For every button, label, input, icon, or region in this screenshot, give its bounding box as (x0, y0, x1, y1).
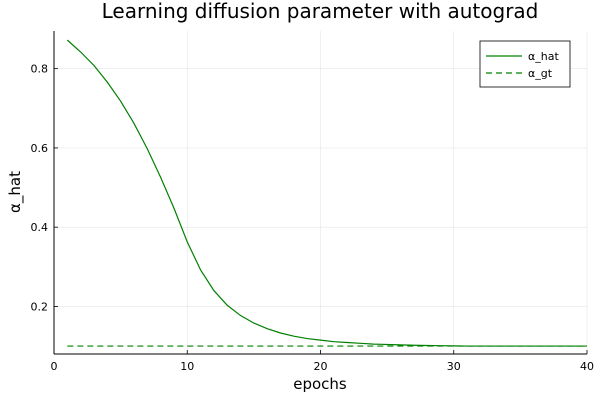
y-axis-label: α_hat (6, 171, 25, 213)
y-tick-label: 0.2 (31, 300, 49, 313)
x-tick-label: 0 (51, 360, 58, 373)
x-tick-label: 20 (314, 360, 328, 373)
x-tick-label: 40 (580, 360, 594, 373)
x-tick-label: 10 (180, 360, 194, 373)
y-axis-ticks: 0.2 0.4 0.6 0.8 (31, 63, 58, 313)
chart-title: Learning diffusion parameter with autogr… (102, 0, 539, 23)
y-tick-label: 0.8 (31, 63, 49, 76)
x-axis-label: epochs (293, 375, 347, 393)
x-tick-label: 30 (447, 360, 461, 373)
legend-box (479, 40, 571, 88)
series-group (66, 39, 587, 347)
legend: α_hat α_gt (479, 40, 571, 88)
legend-label: α_gt (528, 67, 553, 80)
y-tick-label: 0.4 (31, 221, 49, 234)
x-axis-ticks: 0 10 20 30 40 (51, 350, 594, 373)
y-tick-label: 0.6 (31, 142, 49, 155)
legend-label: α_hat (528, 50, 559, 63)
